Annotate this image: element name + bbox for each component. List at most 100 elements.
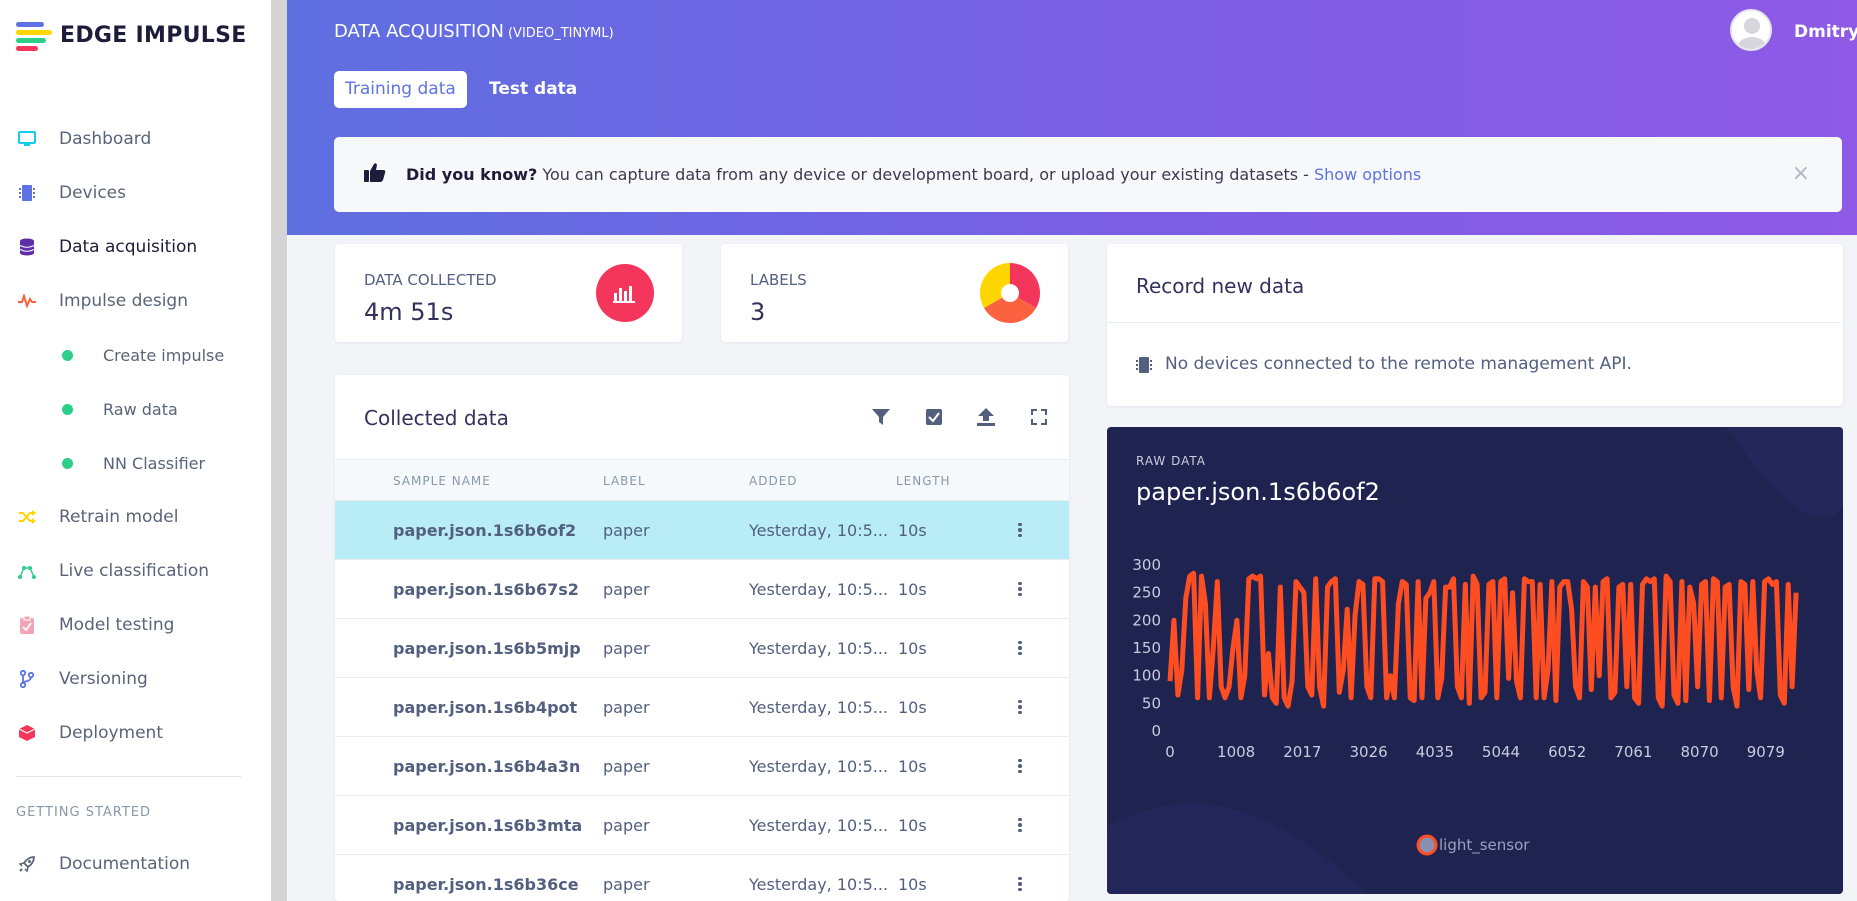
close-icon[interactable]: × xyxy=(1791,161,1810,186)
clipboard-icon xyxy=(16,614,38,636)
length-cell: 10s xyxy=(898,521,927,540)
pulse-icon xyxy=(16,290,38,312)
check-square-icon[interactable] xyxy=(923,406,945,428)
sidebar-scrollbar[interactable] xyxy=(271,0,287,901)
upload-icon[interactable] xyxy=(975,406,997,428)
sidebar-subitem-nn-classifier[interactable]: NN Classifier xyxy=(0,436,271,490)
avatar[interactable] xyxy=(1730,9,1772,51)
rocket-icon xyxy=(16,853,38,875)
sample-name-cell: paper.json.1s6b5mjp xyxy=(393,639,581,658)
x-tick-label: 5044 xyxy=(1482,743,1520,761)
tab-training-data[interactable]: Training data xyxy=(334,71,467,108)
added-cell: Yesterday, 10:5... xyxy=(749,521,889,540)
sidebar-item-data-acquisition[interactable]: Data acquisition xyxy=(0,220,271,274)
x-tick-label: 9079 xyxy=(1747,743,1785,761)
stat-label: DATA COLLECTED xyxy=(364,271,497,289)
raw-data-label: RAW DATA xyxy=(1136,454,1206,468)
column-header-sample-name[interactable]: SAMPLE NAME xyxy=(393,474,491,488)
tab-test-data[interactable]: Test data xyxy=(489,79,578,99)
sample-name-cell: paper.json.1s6b4a3n xyxy=(393,757,581,776)
label-cell: paper xyxy=(603,580,650,599)
brand-logo[interactable]: EDGE IMPULSE xyxy=(16,20,247,51)
sidebar-item-retrain-model[interactable]: Retrain model xyxy=(0,490,271,544)
collected-data-card: Collected data SAMPLE NAME LABEL ADDED L… xyxy=(335,375,1069,901)
sidebar-item-documentation[interactable]: Documentation xyxy=(0,837,271,891)
table-row[interactable]: paper.json.1s6b3mta paper Yesterday, 10:5.… xyxy=(335,796,1069,855)
x-tick-label: 2017 xyxy=(1283,743,1321,761)
collected-data-title: Collected data xyxy=(364,406,509,430)
label-cell: paper xyxy=(603,757,650,776)
sidebar-subitem-raw-data[interactable]: Raw data xyxy=(0,382,271,436)
sidebar-item-live-classification[interactable]: Live classification xyxy=(0,544,271,598)
table-row[interactable]: paper.json.1s6b6of2 paper Yesterday, 10:5.… xyxy=(335,501,1069,560)
table-row[interactable]: paper.json.1s6b36ce paper Yesterday, 10:5.… xyxy=(335,855,1069,901)
sidebar-item-dashboard[interactable]: Dashboard xyxy=(0,112,271,166)
page-title: DATA ACQUISITION (VIDEO_TINYML) xyxy=(334,21,614,42)
length-cell: 10s xyxy=(898,639,927,658)
sample-name-cell: paper.json.1s6b36ce xyxy=(393,875,579,894)
page-header: DATA ACQUISITION (VIDEO_TINYML) Dmitry Tr… xyxy=(287,0,1857,235)
sample-name-cell: paper.json.1s6b4pot xyxy=(393,698,578,717)
sidebar-item-label: Live classification xyxy=(59,561,210,581)
status-dot-icon xyxy=(62,349,73,361)
length-cell: 10s xyxy=(898,698,927,717)
filter-icon[interactable] xyxy=(870,406,892,428)
y-tick-label: 0 xyxy=(1151,722,1161,740)
x-tick-label: 7061 xyxy=(1614,743,1652,761)
x-tick-label: 3026 xyxy=(1349,743,1387,761)
stat-label: LABELS xyxy=(750,271,807,289)
table-row[interactable]: paper.json.1s6b67s2 paper Yesterday, 10:5.… xyxy=(335,560,1069,619)
column-header-label[interactable]: LABEL xyxy=(603,474,646,488)
stat-value: 3 xyxy=(750,298,766,326)
more-options-icon[interactable] xyxy=(1013,696,1027,718)
series-line-light_sensor xyxy=(1167,570,1799,709)
stat-card-labels: LABELS 3 xyxy=(721,244,1068,342)
sidebar-item-versioning[interactable]: Versioning xyxy=(0,652,271,706)
brand-name: EDGE IMPULSE xyxy=(60,22,247,48)
length-cell: 10s xyxy=(898,816,927,835)
page-title-text: DATA ACQUISITION xyxy=(334,21,504,42)
column-header-added[interactable]: ADDED xyxy=(749,474,798,488)
sidebar-item-devices[interactable]: Devices xyxy=(0,166,271,220)
more-options-icon[interactable] xyxy=(1013,814,1027,836)
added-cell: Yesterday, 10:5... xyxy=(749,757,889,776)
sidebar-item-label: Impulse design xyxy=(59,291,188,311)
sidebar-item-impulse-design[interactable]: Impulse design xyxy=(0,274,271,328)
sidebar-divider xyxy=(16,776,241,777)
fullscreen-icon[interactable] xyxy=(1028,406,1050,428)
pie-chart-icon xyxy=(979,262,1041,324)
column-header-length[interactable]: LENGTH xyxy=(896,474,951,488)
table-row[interactable]: paper.json.1s6b4a3n paper Yesterday, 10:5.… xyxy=(335,737,1069,796)
user-name[interactable]: Dmitry xyxy=(1794,22,1857,42)
more-options-icon[interactable] xyxy=(1013,519,1027,541)
legend-marker[interactable] xyxy=(1416,834,1438,856)
show-options-link[interactable]: Show options xyxy=(1314,165,1422,184)
more-options-icon[interactable] xyxy=(1013,637,1027,659)
label-cell: paper xyxy=(603,816,650,835)
banner-text: Did you know? You can capture data from … xyxy=(406,165,1421,184)
edge-impulse-logo-icon xyxy=(16,20,54,51)
sidebar-item-deployment[interactable]: Deployment xyxy=(0,706,271,760)
more-options-icon[interactable] xyxy=(1013,873,1027,895)
sidebar-subitem-label: Create impulse xyxy=(103,345,225,365)
status-dot-icon xyxy=(62,457,73,469)
sidebar-item-label: Model testing xyxy=(59,615,175,635)
thumbs-up-icon xyxy=(364,161,386,189)
sidebar: EDGE IMPULSE Dashboard Devices Data acqu… xyxy=(0,0,271,901)
stat-value: 4m 51s xyxy=(364,298,454,326)
banner-bold: Did you know? xyxy=(406,165,538,184)
sidebar-subitem-create-impulse[interactable]: Create impulse xyxy=(0,328,271,382)
record-new-data-card: Record new data No devices connected to … xyxy=(1107,244,1843,406)
more-options-icon[interactable] xyxy=(1013,578,1027,600)
more-options-icon[interactable] xyxy=(1013,755,1027,777)
sidebar-item-model-testing[interactable]: Model testing xyxy=(0,598,271,652)
x-tick-label: 6052 xyxy=(1548,743,1586,761)
sidebar-item-label: Retrain model xyxy=(59,507,179,527)
label-cell: paper xyxy=(603,698,650,717)
legend-label[interactable]: light_sensor xyxy=(1439,836,1530,855)
label-cell: paper xyxy=(603,521,650,540)
table-row[interactable]: paper.json.1s6b5mjp paper Yesterday, 10:5.… xyxy=(335,619,1069,678)
table-row[interactable]: paper.json.1s6b4pot paper Yesterday, 10:5.… xyxy=(335,678,1069,737)
added-cell: Yesterday, 10:5... xyxy=(749,816,889,835)
label-cell: paper xyxy=(603,639,650,658)
